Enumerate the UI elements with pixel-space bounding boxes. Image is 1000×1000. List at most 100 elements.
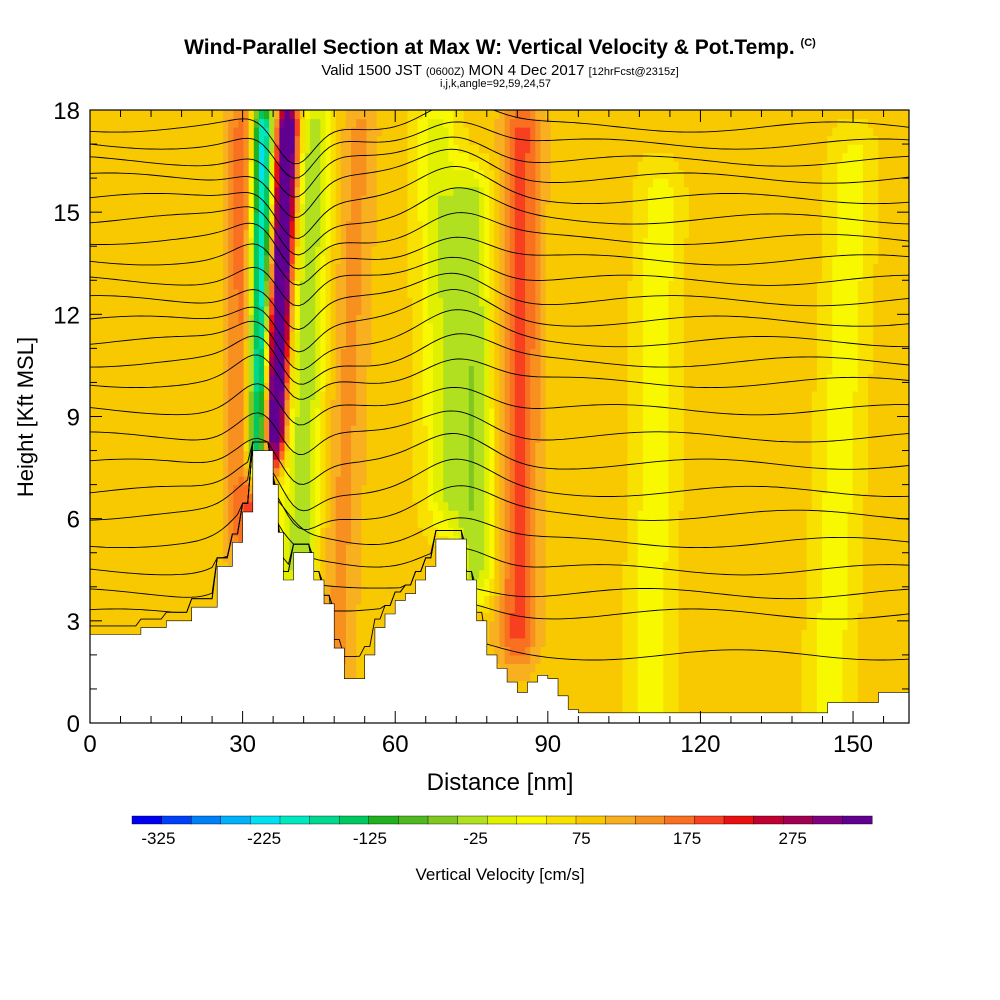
velocity-cell: [740, 612, 746, 622]
velocity-cell: [105, 518, 112, 528]
velocity-cell: [775, 569, 782, 579]
velocity-cell: [765, 552, 772, 562]
velocity-cell: [514, 484, 521, 494]
velocity-cell: [801, 595, 808, 605]
velocity-cell: [740, 646, 746, 656]
velocity-cell: [345, 535, 352, 545]
velocity-cell: [827, 637, 833, 647]
velocity-cell: [663, 629, 670, 639]
velocity-cell: [806, 671, 813, 682]
velocity-cell: [509, 663, 516, 673]
velocity-cell: [903, 637, 909, 647]
velocity-cell: [755, 671, 762, 682]
velocity-cell: [740, 688, 746, 699]
velocity-cell: [233, 459, 240, 469]
velocity-cell: [683, 595, 690, 605]
velocity-cell: [781, 654, 787, 664]
velocity-cell: [545, 476, 552, 486]
velocity-cell: [187, 578, 193, 588]
velocity-cell: [704, 578, 710, 588]
velocity-cell: [888, 484, 895, 494]
velocity-cell: [525, 654, 531, 664]
velocity-cell: [842, 688, 849, 699]
velocity-cell: [361, 569, 368, 579]
velocity-cell: [770, 501, 777, 511]
velocity-cell: [668, 527, 675, 537]
velocity-cell: [714, 663, 721, 673]
velocity-cell: [494, 493, 501, 503]
velocity-cell: [658, 527, 664, 537]
velocity-cell: [873, 493, 879, 503]
velocity-cell: [115, 561, 122, 571]
velocity-cell: [366, 493, 373, 503]
velocity-cell: [228, 450, 234, 460]
velocity-cell: [530, 535, 536, 545]
velocity-cell: [325, 501, 332, 511]
velocity-cell: [530, 527, 536, 537]
velocity-cell: [105, 544, 112, 554]
velocity-cell: [130, 578, 137, 588]
velocity-cell: [781, 510, 787, 520]
velocity-cell: [125, 510, 132, 520]
velocity-cell: [100, 578, 106, 588]
velocity-cell: [791, 688, 797, 699]
velocity-cell: [770, 697, 777, 707]
chart-title: Wind-Parallel Section at Max W: Vertical…: [0, 36, 1000, 60]
velocity-cell: [182, 484, 188, 494]
velocity-cell: [699, 467, 705, 477]
velocity-cell: [868, 629, 874, 639]
velocity-cell: [130, 612, 137, 622]
velocity-cell: [381, 493, 388, 503]
velocity-cell: [187, 476, 193, 486]
velocity-cell: [796, 535, 803, 545]
velocity-cell: [637, 501, 644, 511]
velocity-cell: [627, 586, 634, 596]
velocity-cell: [366, 518, 373, 528]
velocity-cell: [289, 561, 296, 571]
velocity-cell: [740, 620, 746, 630]
velocity-cell: [289, 527, 296, 537]
velocity-cell: [494, 476, 501, 486]
velocity-cell: [156, 450, 163, 460]
velocity-cell: [868, 612, 874, 622]
velocity-cell: [392, 476, 398, 486]
velocity-cell: [709, 561, 716, 571]
velocity-cell: [632, 510, 639, 520]
velocity-cell: [161, 501, 168, 511]
velocity-cell: [816, 578, 823, 588]
velocity-cell: [151, 535, 158, 545]
velocity-cell: [637, 680, 644, 690]
velocity-cell: [673, 688, 680, 699]
velocity-cell: [755, 629, 762, 639]
velocity-cell: [770, 569, 777, 579]
velocity-cell: [663, 544, 670, 554]
velocity-cell: [545, 637, 552, 647]
velocity-cell: [632, 569, 639, 579]
velocity-cell: [591, 552, 598, 562]
velocity-cell: [161, 510, 168, 520]
velocity-cell: [566, 535, 572, 545]
velocity-cell: [571, 552, 577, 562]
velocity-cell: [494, 552, 501, 562]
velocity-cell: [596, 476, 603, 486]
velocity-cell: [192, 544, 199, 554]
velocity-cell: [351, 544, 357, 554]
velocity-cell: [673, 552, 680, 562]
velocity-cell: [893, 680, 900, 690]
velocity-cell: [550, 629, 557, 639]
velocity-cell: [893, 586, 900, 596]
velocity-cell: [811, 671, 818, 682]
velocity-cell: [632, 518, 639, 528]
velocity-cell: [637, 654, 644, 664]
velocity-cell: [688, 646, 695, 656]
velocity-cell: [653, 654, 659, 664]
velocity-cell: [402, 493, 408, 503]
velocity-cell: [775, 697, 782, 707]
velocity-cell: [371, 484, 378, 494]
velocity-cell: [422, 493, 429, 503]
velocity-cell: [555, 620, 562, 630]
velocity-cell: [571, 501, 577, 511]
velocity-cell: [801, 612, 808, 622]
velocity-cell: [120, 527, 127, 537]
velocity-cell: [238, 527, 245, 537]
